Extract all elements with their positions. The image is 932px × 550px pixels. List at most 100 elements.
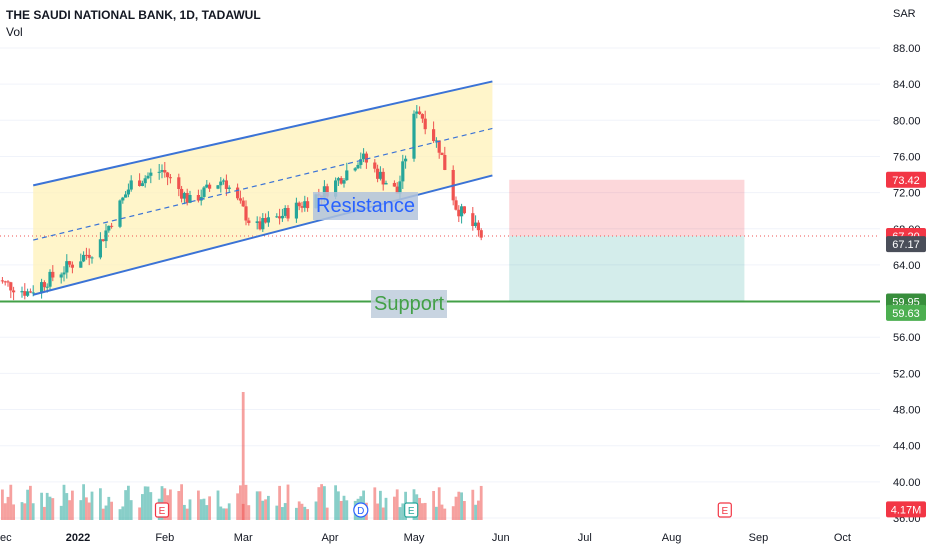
volume-bar: [138, 507, 141, 520]
volume-bar: [225, 508, 228, 520]
candle-body: [241, 200, 245, 207]
candle-body: [278, 216, 282, 219]
volume-bar: [283, 503, 287, 520]
candle-body: [437, 140, 441, 153]
volume-bar: [59, 505, 63, 520]
volume-bar: [320, 484, 323, 520]
volume-bar: [26, 489, 29, 520]
candle-body: [23, 291, 27, 296]
volume-bar: [435, 506, 438, 520]
volume-bar: [421, 503, 424, 520]
candle-body: [334, 180, 338, 197]
candle-body: [255, 221, 259, 223]
volume-bar: [222, 508, 225, 520]
volume-bar: [65, 493, 69, 520]
candle-body: [244, 206, 248, 221]
candle-body: [306, 201, 310, 209]
volume-bar: [31, 503, 35, 520]
candle-body: [138, 180, 142, 186]
volume-bar: [85, 497, 88, 520]
candle-body: [384, 182, 388, 185]
volume-bar: [286, 484, 290, 520]
volume-bar: [177, 491, 181, 520]
volume-bar: [12, 504, 15, 520]
volume-bar: [51, 498, 55, 520]
volume-bar: [337, 491, 340, 520]
candle-body: [107, 225, 111, 231]
volume-bar: [219, 506, 223, 520]
candle-body: [392, 182, 396, 187]
candle-body: [90, 257, 94, 259]
candle-body: [264, 218, 268, 223]
candle-body: [474, 222, 478, 226]
volume-bar: [239, 485, 242, 520]
x-tick-label: May: [404, 532, 425, 544]
resistance-label: Resistance: [313, 192, 418, 220]
candle-body: [118, 200, 122, 227]
x-tick-label: Sep: [749, 532, 769, 544]
volume-bar: [40, 492, 43, 520]
volume-bar: [6, 496, 10, 520]
price-axis-badge: [886, 236, 926, 253]
volume-bar: [401, 503, 405, 520]
candle-body: [364, 153, 368, 163]
channel-fill: [33, 81, 493, 295]
candle-body: [110, 225, 114, 227]
earnings-marker: [717, 502, 732, 518]
volume-bar: [129, 500, 133, 520]
candle-body: [9, 282, 13, 291]
candle-body: [345, 170, 349, 181]
target-zone: [509, 236, 745, 302]
candle-body: [300, 206, 304, 208]
x-tick-label: ec: [0, 532, 12, 544]
volume-bar: [90, 491, 94, 520]
candle-body: [70, 264, 74, 268]
volume-bar: [317, 487, 321, 520]
candle-body: [3, 281, 7, 283]
candle-body: [87, 254, 91, 258]
candle-body: [376, 168, 380, 179]
candle-body: [381, 171, 385, 185]
volume-bar: [141, 494, 144, 520]
candle-body: [404, 158, 408, 162]
volume-bar: [180, 484, 183, 520]
candle-body: [378, 171, 382, 179]
volume-bar: [9, 484, 13, 520]
candle-body: [336, 178, 340, 181]
volume-bar: [457, 491, 461, 520]
volume-bar: [300, 503, 304, 520]
volume-bar: [99, 488, 102, 520]
volume-bar: [278, 485, 281, 520]
candle-body: [0, 280, 5, 282]
volume-bar: [241, 392, 245, 520]
candle-body: [6, 281, 10, 283]
candle-body: [353, 168, 357, 171]
price-axis-badge: [886, 501, 926, 518]
volume-bar: [398, 507, 402, 520]
candle-body: [275, 216, 279, 218]
volume-bar: [264, 499, 267, 520]
candle-body: [266, 217, 270, 223]
candle-body: [48, 271, 52, 287]
candle-body: [443, 154, 447, 170]
volume-bar: [244, 484, 248, 520]
volume-bar: [325, 507, 329, 520]
candle-body: [185, 193, 189, 203]
candle-body: [297, 202, 301, 207]
x-tick-label: Jul: [578, 532, 592, 544]
volume-bar: [423, 502, 427, 520]
candle-body: [146, 175, 150, 179]
candle-body: [432, 129, 436, 142]
volume-bar: [381, 507, 385, 520]
volume-bar: [45, 492, 49, 520]
y-tick-label: 40.00: [893, 477, 921, 489]
candle-body: [121, 197, 125, 201]
volume-bar: [188, 499, 192, 520]
candle-body: [126, 189, 130, 195]
volume-bar: [48, 496, 52, 520]
candle-body: [247, 220, 251, 223]
candle-body: [163, 170, 167, 173]
candle-body: [303, 201, 307, 208]
candle-body: [457, 209, 461, 217]
